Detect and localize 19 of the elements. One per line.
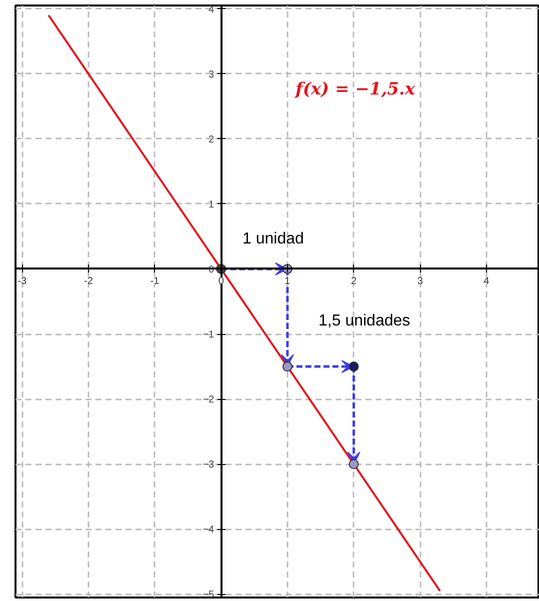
y-tick-label: −4 [202, 524, 215, 536]
y-tick-label: −3 [202, 460, 215, 471]
x-tick-label: 1 [284, 276, 291, 287]
y-tick-label: −1 [202, 330, 215, 341]
x-tick-label: 4 [484, 276, 490, 287]
x-tick-label: 2 [351, 276, 357, 287]
y-tick-label: 1 [208, 199, 215, 210]
x-tick-label: 0 [218, 276, 224, 287]
x-tick-label: -2 [84, 276, 94, 287]
annotation: 1 unidad [242, 230, 304, 248]
y-tick-label: 4 [208, 4, 215, 16]
annotation: f(x) = −1,5.x [294, 80, 416, 100]
y-tick-label: −2 [202, 394, 215, 406]
x-tick-label: -1 [150, 276, 160, 287]
x-tick-label: 3 [417, 276, 424, 287]
x-tick-label: -3 [18, 276, 28, 287]
y-tick-label: 2 [208, 134, 215, 146]
y-tick-label: 3 [208, 69, 215, 80]
annotation: 1,5 unidades [318, 312, 410, 330]
